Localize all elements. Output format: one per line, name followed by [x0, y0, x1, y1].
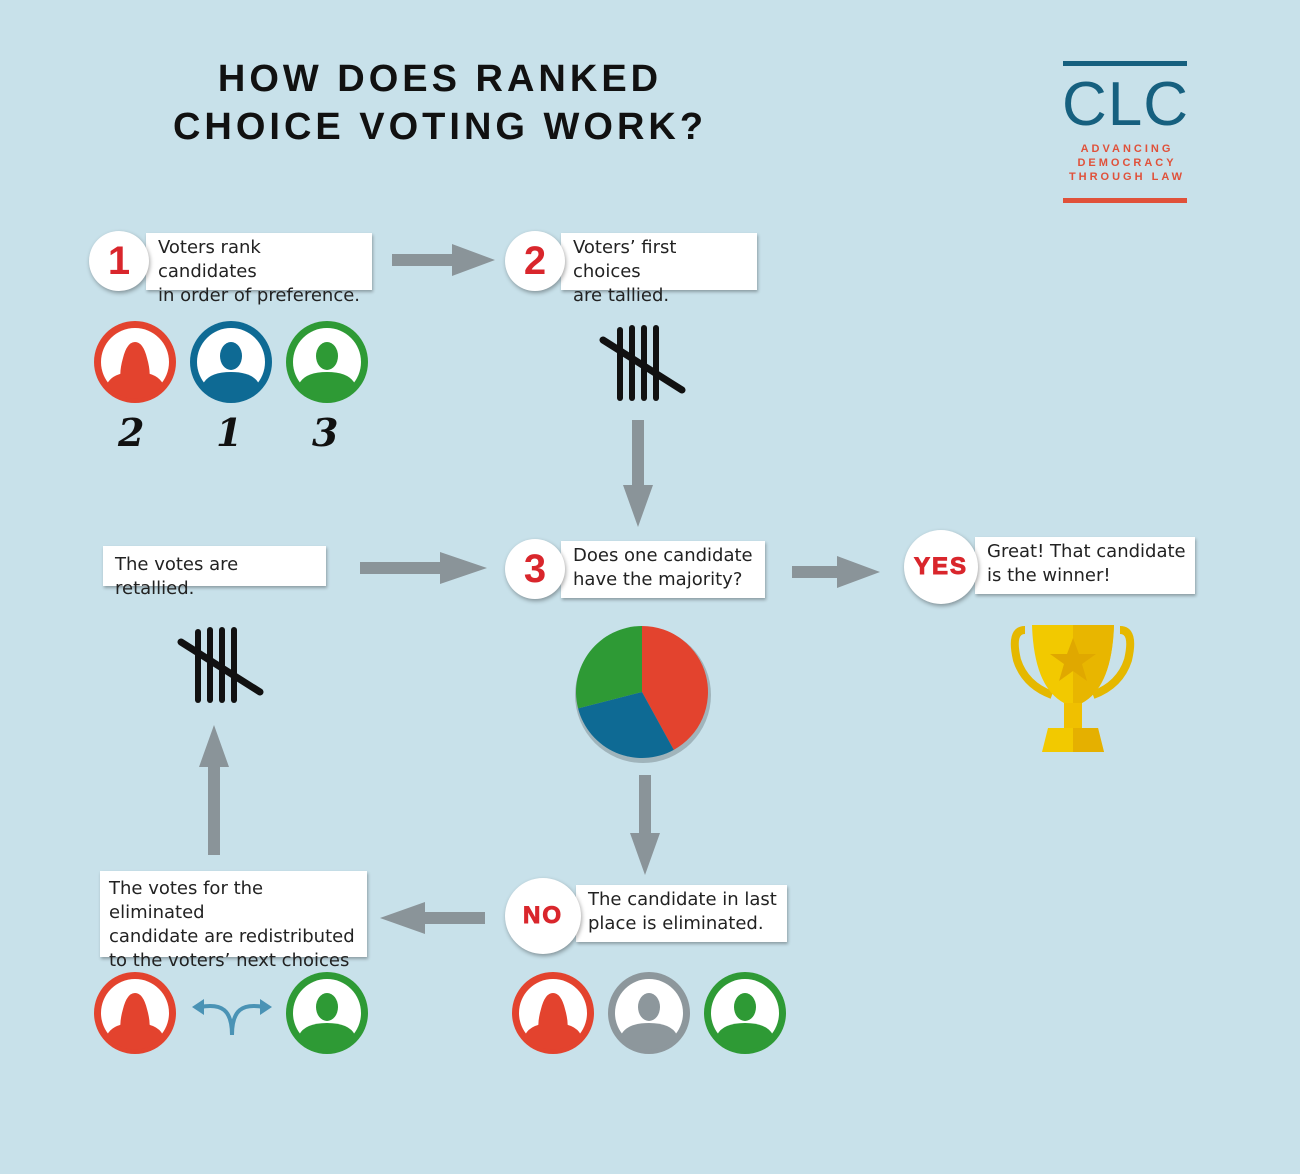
- title-line-1: HOW DOES RANKED: [217, 58, 663, 100]
- text-line: is the winner!: [987, 565, 1111, 586]
- arrowhead-icon: [192, 999, 204, 1015]
- yes-text: Great! That candidate is the winner!: [975, 537, 1195, 594]
- logo-bottom-bar: [1063, 198, 1187, 203]
- arrow-right-icon: [792, 556, 880, 588]
- candidate-avatar-green-icon: [285, 320, 369, 404]
- yes-badge: YES: [904, 530, 978, 604]
- arrow-up-icon: [199, 725, 229, 855]
- text-line: to the voters’ next choices: [109, 950, 350, 971]
- pie-chart: [575, 626, 711, 763]
- step-3-badge: 3: [505, 539, 565, 599]
- trophy-icon: [1010, 625, 1135, 752]
- arrow-down-icon: [630, 775, 660, 875]
- arrow-down-icon: [623, 420, 653, 527]
- text-line: place is eliminated.: [588, 913, 764, 934]
- text-line: The votes for the eliminated: [109, 878, 264, 923]
- pie-slice-red: [642, 626, 708, 750]
- page-title: HOW DOES RANKED CHOICE VOTING WORK?: [100, 55, 780, 151]
- logo-name: CLC: [1062, 70, 1190, 139]
- logo-tagline-3: THROUGH LAW: [1068, 171, 1186, 183]
- arrowhead-icon: [260, 999, 272, 1015]
- tally-marks-icon: [177, 627, 264, 703]
- redistribute-text: The votes for the eliminated candidate a…: [100, 871, 367, 971]
- rank-number: 3: [312, 410, 339, 455]
- tally-marks-icon: [599, 325, 686, 401]
- step-1-text: Voters rank candidates in order of prefe…: [146, 233, 372, 306]
- candidate-avatar-red-icon: [93, 320, 177, 404]
- text-line: Voters’ first choices: [573, 237, 677, 282]
- arrow-left-icon: [380, 902, 485, 934]
- rank-number: 1: [216, 410, 243, 455]
- step-2-badge: 2: [505, 231, 565, 291]
- text-line: in order of preference.: [158, 285, 361, 306]
- no-badge: NO: [505, 878, 581, 954]
- text-line: The candidate in last: [588, 889, 777, 910]
- text-line: Voters rank candidates: [158, 237, 261, 282]
- no-text: The candidate in last place is eliminate…: [576, 885, 787, 942]
- logo-top-bar: [1063, 61, 1187, 66]
- step-3-text: Does one candidate have the majority?: [561, 541, 765, 598]
- arrow-right-icon: [392, 244, 495, 276]
- step-2-text: Voters’ first choices are tallied.: [561, 233, 757, 306]
- candidate-avatar-red-icon: [511, 971, 595, 1055]
- text-line: Does one candidate: [573, 545, 753, 566]
- pie-slice-green: [576, 626, 642, 709]
- candidate-avatar-green-icon: [285, 971, 369, 1055]
- text-line: have the majority?: [573, 569, 743, 590]
- candidate-avatar-green-icon: [703, 971, 787, 1055]
- logo-tagline-1: ADVANCING: [1080, 143, 1174, 155]
- redistribute-arrows-icon: [199, 1004, 265, 1036]
- logo-tagline-2: DEMOCRACY: [1077, 157, 1177, 169]
- pie-slice-blue: [578, 692, 674, 758]
- text-line: are tallied.: [573, 285, 670, 306]
- retallied-text: The votes are retallied.: [103, 546, 326, 599]
- arrow-right-icon: [360, 552, 487, 584]
- rank-number: 2: [118, 410, 145, 455]
- eliminated-candidate-avatar-icon: [607, 971, 691, 1055]
- step-1-badge: 1: [89, 231, 149, 291]
- text-line: candidate are redistributed: [109, 926, 355, 947]
- candidate-avatar-blue-icon: [189, 320, 273, 404]
- candidate-avatar-red-icon: [93, 971, 177, 1055]
- title-line-2: CHOICE VOTING WORK?: [172, 106, 708, 148]
- text-line: Great! That candidate: [987, 541, 1186, 562]
